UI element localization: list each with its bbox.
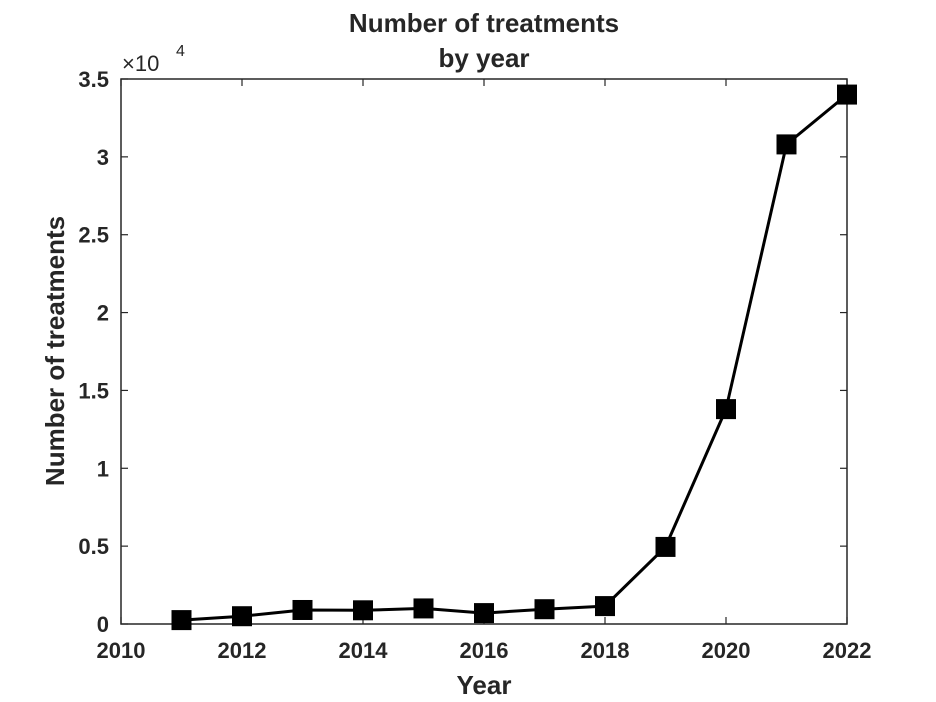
x-tick-label: 2014 [339,638,389,663]
x-tick-label: 2020 [702,638,751,663]
data-point-marker [292,599,313,620]
data-point-marker [171,610,192,631]
x-tick-label: 2022 [823,638,872,663]
y-multiplier-exponent: 4 [176,43,185,60]
y-axis-multiplier: ×10 4 [122,43,185,76]
data-point-marker [353,600,373,621]
y-multiplier-base: ×10 [122,51,159,76]
x-tick-label: 2018 [581,638,630,663]
y-tick-label: 1.5 [78,378,109,403]
chart-title-line-1: Number of treatments [349,8,619,38]
data-point-marker [534,599,555,620]
y-axis-label: Number of treatments [40,216,70,486]
series-layer [171,84,857,631]
y-tick-label: 3 [97,145,109,170]
y-axis: 0 0.5 1 1.5 2 2.5 3 3.5 [78,67,847,637]
series-line [181,93,848,622]
x-axis-label: Year [457,670,512,700]
y-tick-label: 0 [97,612,109,637]
x-axis: 2010 2012 2014 2016 2018 2020 2022 [97,79,872,663]
data-point-marker [413,598,434,619]
data-point-marker [837,84,857,105]
y-tick-label: 2.5 [78,223,109,248]
x-tick-label: 2010 [97,638,146,663]
chart-title-line-2: by year [438,43,529,73]
data-point-marker [655,536,676,557]
x-tick-label: 2012 [218,638,267,663]
data-point-marker [776,134,797,155]
y-tick-label: 2 [97,301,109,326]
y-tick-label: 3.5 [78,67,109,92]
y-tick-label: 0.5 [78,534,109,559]
data-point-marker [474,603,494,624]
data-point-marker [716,399,736,420]
data-point-marker [595,596,615,617]
x-tick-label: 2016 [460,638,509,663]
y-tick-label: 1 [97,456,109,481]
data-point-marker [232,606,252,627]
